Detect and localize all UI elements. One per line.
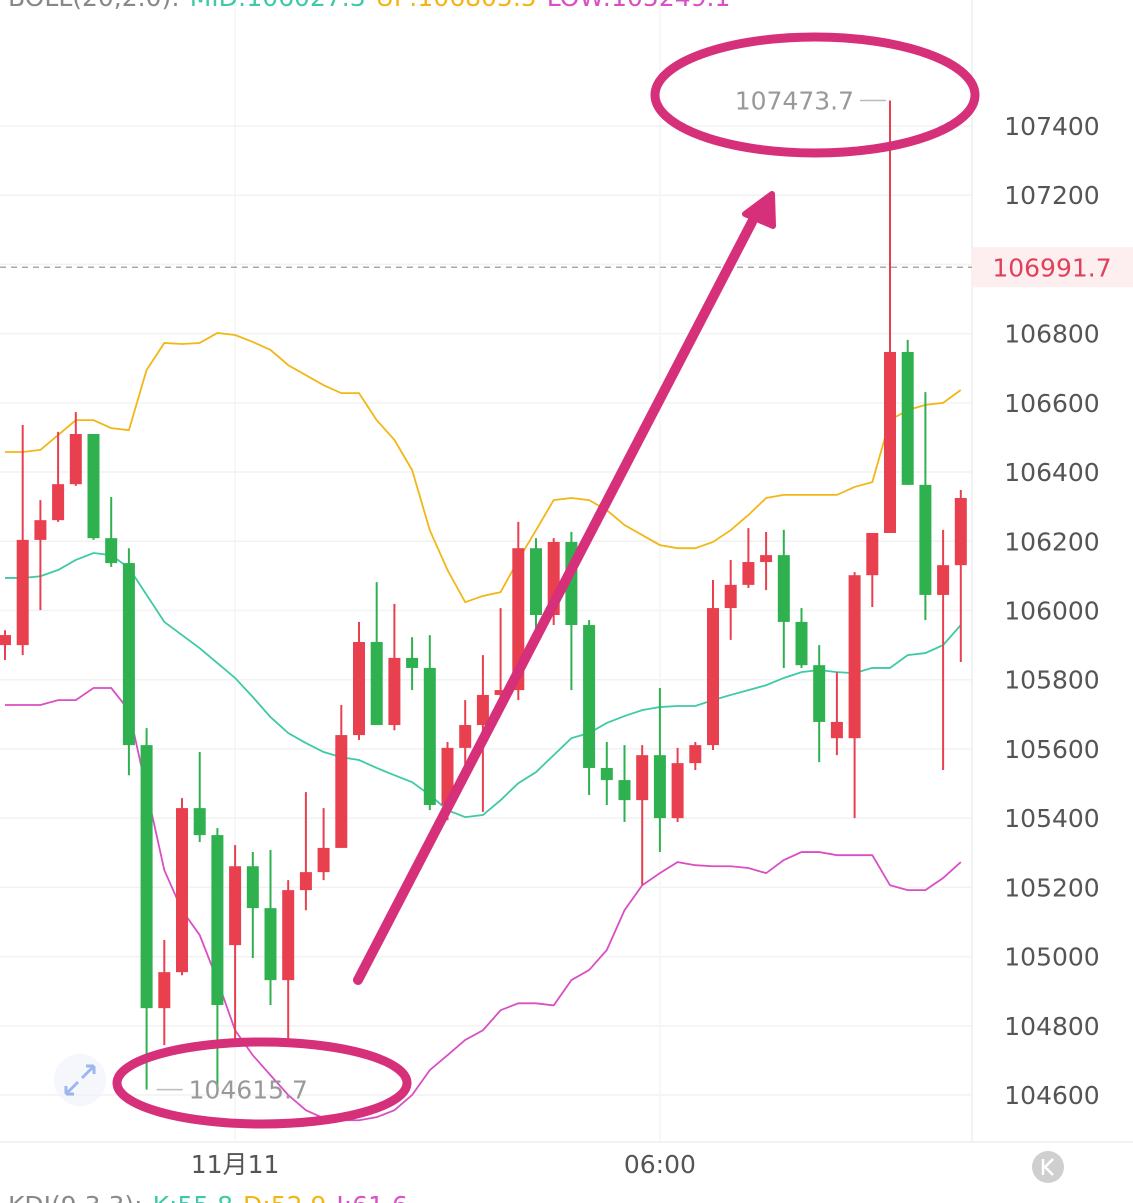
x-tick-label: 11月11 <box>191 1150 280 1179</box>
candle-body <box>742 562 755 585</box>
candle-body <box>140 745 153 1009</box>
y-tick-label: 107400 <box>1004 112 1099 141</box>
candle-body <box>689 745 702 764</box>
arrow-head <box>742 191 776 229</box>
last-price-bg <box>972 247 1133 288</box>
candle-body <box>813 665 826 722</box>
candle-body <box>459 725 472 748</box>
indicator-line <box>5 332 962 604</box>
candle-body <box>87 433 100 539</box>
candle-body <box>476 694 489 726</box>
y-tick-label: 105000 <box>1004 943 1099 972</box>
last-price-label: 106991.7 <box>992 253 1111 282</box>
icon-glyph <box>64 1064 96 1096</box>
candle-body <box>317 847 330 873</box>
expand-icon[interactable] <box>54 1054 106 1106</box>
candle-body <box>158 972 171 1009</box>
candle-body <box>760 555 773 563</box>
candle-body <box>0 635 11 646</box>
candle-body <box>406 657 419 668</box>
y-tick-label: 104600 <box>1004 1081 1099 1110</box>
candle-body <box>777 555 790 622</box>
indicator-line <box>5 687 962 1122</box>
candle-body <box>583 625 596 768</box>
y-tick-label: 106200 <box>1004 527 1099 556</box>
legend-entry: UP:106805.5 <box>376 0 537 12</box>
candle-body <box>16 539 29 646</box>
high-label: 107473.7 <box>735 86 854 115</box>
candle-body <box>370 641 383 726</box>
indicator-line <box>5 552 962 819</box>
button-glyph <box>1041 1158 1054 1176</box>
candle-body <box>600 767 613 781</box>
candle-body <box>512 548 525 691</box>
annotations <box>112 32 980 1129</box>
candle-body <box>494 690 507 695</box>
candle-body <box>724 584 737 609</box>
y-tick-label: 105200 <box>1004 873 1099 902</box>
candle-body <box>795 621 808 666</box>
candle-body <box>866 532 879 576</box>
candle-body <box>193 808 206 836</box>
candle-body <box>34 520 47 540</box>
candle-body <box>671 763 684 819</box>
y-tick-label: 106600 <box>1004 389 1099 418</box>
candle-body <box>937 565 950 595</box>
y-tick-label: 105400 <box>1004 804 1099 833</box>
candle-body <box>423 667 436 805</box>
candle-body <box>299 872 312 891</box>
candle-body <box>122 563 135 746</box>
candle-body <box>618 780 631 801</box>
candle-body <box>919 484 932 595</box>
y-tick-label: 105800 <box>1004 666 1099 695</box>
candle-body <box>848 575 861 739</box>
legend-entry: MID:106027.3 <box>190 0 366 12</box>
x-tick-label: 06:00 <box>624 1150 696 1179</box>
candle-body <box>52 484 65 521</box>
y-tick-label: 106000 <box>1004 596 1099 625</box>
candle-body <box>884 351 896 533</box>
candle-body <box>229 866 242 946</box>
candle-body <box>282 890 295 981</box>
candle-body <box>69 433 82 485</box>
candle-body <box>246 866 259 909</box>
indicator-label: BOLL(20,2.0): <box>8 0 180 12</box>
candle-body <box>636 755 649 801</box>
y-tick-label: 106400 <box>1004 458 1099 487</box>
arrow-shaft <box>353 217 757 985</box>
candle-body <box>901 351 914 485</box>
candle-body <box>530 548 542 615</box>
legend-entry: LOW:105249.1 <box>547 0 731 12</box>
candle-body <box>388 657 401 726</box>
scroll-end-button[interactable] <box>1032 1151 1064 1183</box>
candle-body <box>211 835 224 1006</box>
candle-body <box>264 908 277 981</box>
highlight-circle <box>650 32 980 158</box>
candle-body <box>707 608 719 746</box>
candle-body <box>954 498 967 566</box>
candle-body <box>105 538 118 564</box>
low-label: 104615.7 <box>189 1076 308 1105</box>
candle-body <box>830 721 843 739</box>
kdj-entry: D:52.9 <box>243 1191 326 1203</box>
y-tick-label: 105600 <box>1004 735 1099 764</box>
kdj-entry: KDJ(9,3,3): <box>8 1191 143 1203</box>
y-tick-label: 107200 <box>1004 181 1099 210</box>
candle-body <box>653 755 666 819</box>
candle-body <box>353 641 365 736</box>
candle-body <box>176 808 188 973</box>
highlight-circle <box>112 1037 412 1129</box>
icon-bg <box>54 1054 106 1106</box>
y-tick-label: 106800 <box>1004 320 1099 349</box>
button-bg <box>1032 1151 1064 1183</box>
y-tick-label: 104800 <box>1004 1012 1099 1041</box>
kdj-entry: K:55.8 <box>153 1191 233 1203</box>
candle-body <box>441 747 454 805</box>
kdj-entry: J:61.6 <box>334 1191 407 1203</box>
candle-body <box>335 735 348 848</box>
